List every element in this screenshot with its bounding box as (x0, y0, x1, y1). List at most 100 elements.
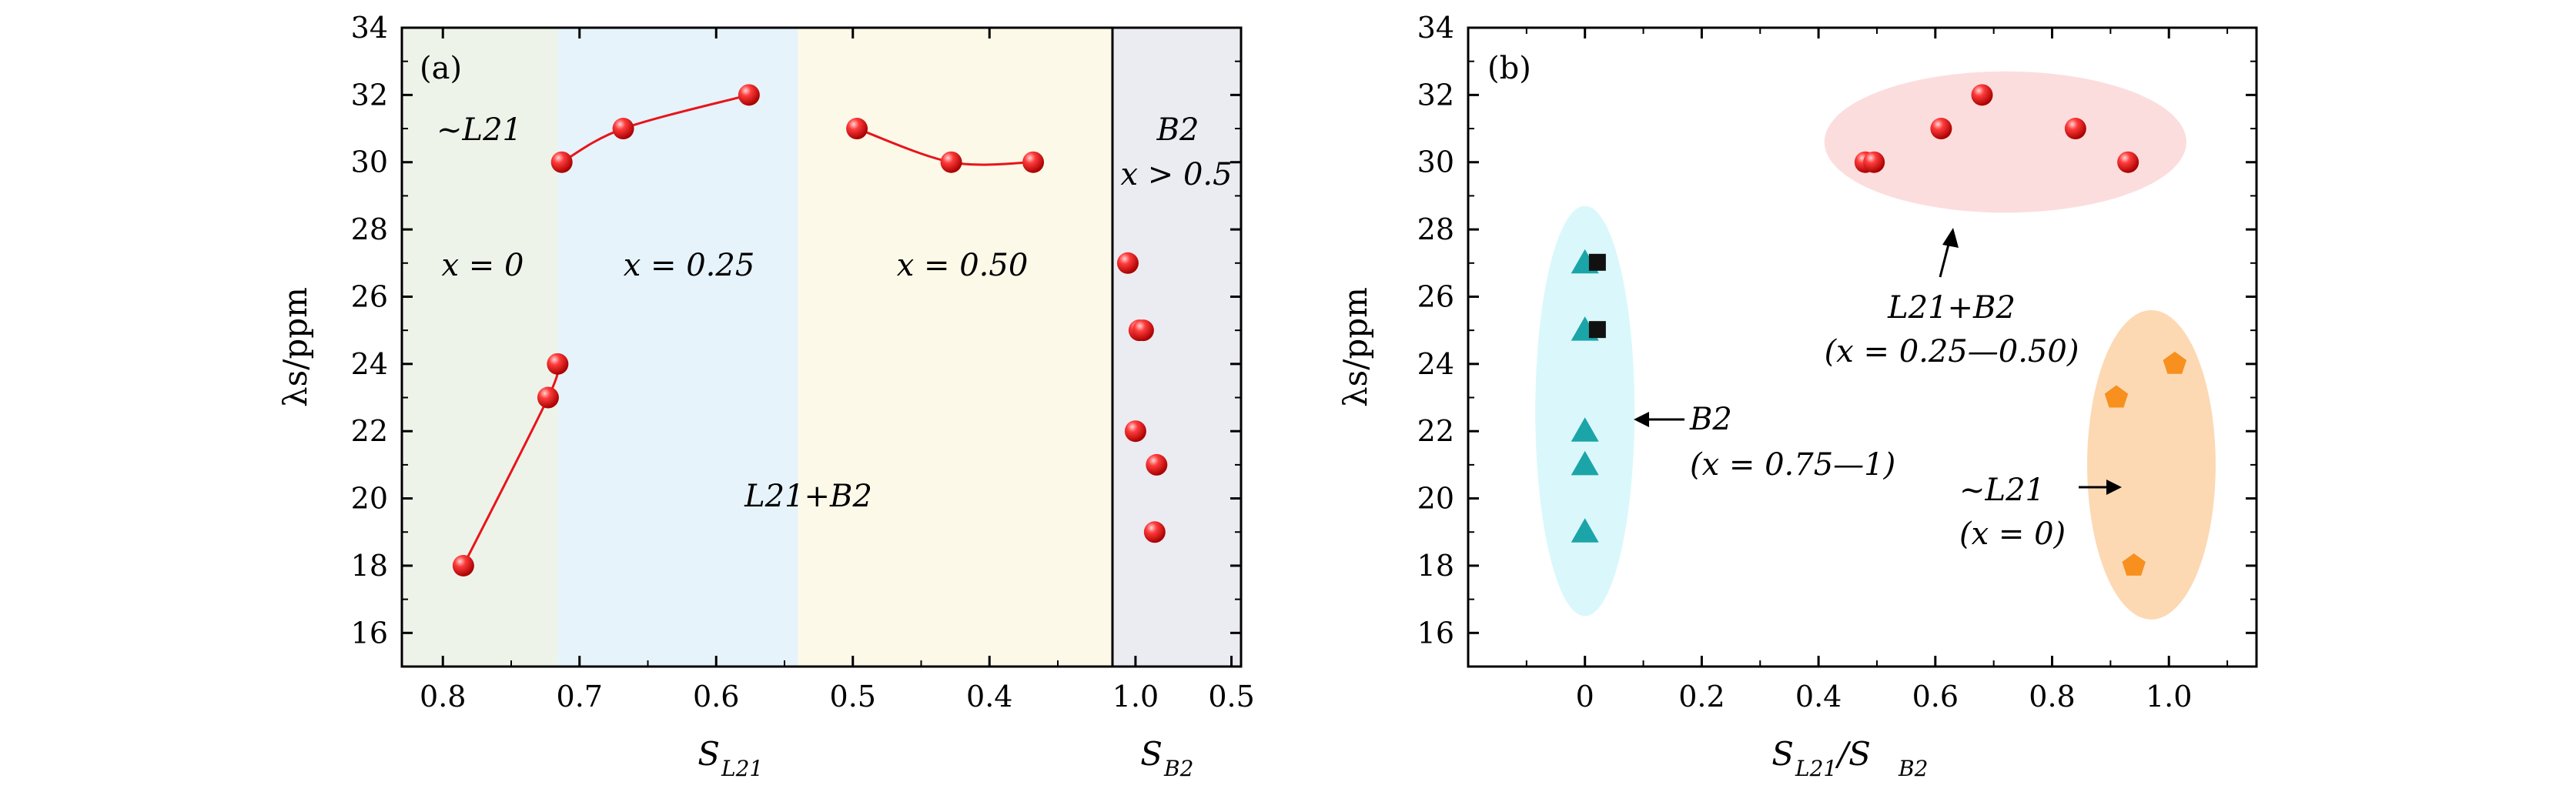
point-b-triangle-4 (1571, 518, 1599, 543)
point-b-circle-3 (1971, 84, 1993, 106)
point-a-2-0 (846, 118, 868, 140)
xlabel-left-sub: L21 (721, 756, 763, 781)
panel-a-points (452, 84, 1168, 576)
ytick-label-b: 24 (1417, 347, 1454, 381)
panel-a-xlabel-right: S B2 (1140, 735, 1193, 781)
group-ellipse-1 (1535, 206, 1635, 617)
region-label-b2: B2 (1156, 112, 1199, 148)
arrow-b2-head (1634, 412, 1649, 427)
region-label-x0: x = 0 (442, 248, 524, 283)
ytick-label-b: 32 (1417, 78, 1454, 112)
group-ellipse-0 (1824, 71, 2186, 213)
ytick-label-a: 26 (351, 279, 388, 313)
ytick-label-a: 18 (351, 549, 388, 583)
xtick-label-a-left: 0.6 (693, 680, 739, 713)
region-bg-0 (402, 28, 558, 667)
arrow-mixed-head (1942, 228, 1959, 248)
ytick-label-b: 22 (1417, 414, 1454, 448)
ytick-label-b: 34 (1417, 11, 1454, 45)
point-a-0-1 (537, 386, 559, 409)
region-bg-3 (1112, 28, 1241, 667)
xtick-label-b: 0.6 (1912, 680, 1959, 713)
xlabel-right-sub: B2 (1163, 756, 1193, 781)
ytick-label-b: 26 (1417, 279, 1454, 313)
arrow-l21-head (2106, 480, 2122, 495)
region-label-x025: x = 0.25 (624, 248, 755, 283)
panel-b-label: (b) (1487, 51, 1531, 86)
xtick-label-b: 0 (1576, 680, 1594, 713)
point-a-3-3 (1116, 252, 1139, 274)
xlabel-left-main: S (698, 735, 720, 773)
panel-a: 16 18 20 22 24 26 28 30 32 34 0.8 0.7 0.6 0.5 0.4 1.0 0.… (276, 11, 1255, 781)
ytick-label-a: 32 (351, 78, 388, 112)
region-label-x050: x = 0.50 (897, 248, 1029, 283)
xtick-label-a-left: 0.5 (830, 680, 876, 713)
xtick-label-a-left: 0.4 (966, 680, 1012, 713)
panel-b-group-ellipses (1535, 71, 2216, 620)
xlabel-b-tail: /S (1835, 735, 1871, 773)
panel-a-label: (a) (420, 51, 462, 86)
xlabel-b-sub2: B2 (1898, 756, 1928, 781)
point-b-circle-1 (1863, 151, 1885, 173)
xlabel-b-main: S (1771, 735, 1794, 773)
panel-b-frame (1467, 26, 2258, 668)
group-label-l21: ~L21 (1959, 473, 2045, 508)
panel-b-ylabel: λs/ppm (1337, 287, 1374, 407)
ytick-label-a: 28 (351, 212, 388, 246)
group-sublabel-l21: (x = 0) (1959, 516, 2066, 552)
point-b-triangle-2 (1571, 417, 1599, 442)
group-label-mixed: L21+B2 (1887, 290, 2016, 326)
point-a-1-2 (738, 84, 760, 106)
point-b-pentagon-1 (2163, 351, 2187, 374)
group-sublabel-mixed: (x = 0.25—0.50) (1825, 334, 2079, 369)
region-sublabel-b2: x > 0.5 (1120, 157, 1232, 192)
point-a-1-0 (550, 151, 573, 173)
xtick-label-b: 0.4 (1795, 680, 1842, 713)
panel-b-ticks: 16 18 20 22 24 26 28 30 32 34 0 0.2 0.4 0.6 0.8 1.0 (1417, 11, 2257, 713)
point-a-3-4 (1146, 453, 1168, 476)
xtick-label-b: 0.2 (1678, 680, 1725, 713)
panel-a-phase-label: ~L21 (437, 112, 522, 148)
mixed-phase-label: L21+B2 (744, 479, 872, 514)
point-b-circle-4 (2064, 118, 2086, 140)
panel-b-xlabel: S L21 /S B2 (1771, 735, 1928, 781)
point-b-pentagon-2 (2122, 553, 2146, 576)
xtick-label-a-right: 0.5 (1208, 680, 1254, 713)
point-a-2-1 (940, 151, 962, 173)
region-bg-1 (557, 28, 798, 667)
xtick-label-b: 1.0 (2146, 680, 2192, 713)
point-b-circle-5 (2117, 151, 2139, 173)
xlabel-b-sub: L21 (1795, 756, 1837, 781)
point-a-3-5 (1143, 521, 1166, 543)
xtick-label-a-right: 1.0 (1112, 680, 1159, 713)
point-b-square-0 (1588, 253, 1606, 271)
region-bg-2 (798, 28, 1112, 667)
xtick-label-b: 0.8 (2029, 680, 2075, 713)
point-b-pentagon-0 (2104, 385, 2129, 408)
ytick-label-a: 22 (351, 414, 388, 448)
ytick-label-b: 30 (1417, 145, 1454, 179)
panel-a-ticks: 16 18 20 22 24 26 28 30 32 34 0.8 0.7 0.6 0.5 0.4 1.0 0.… (351, 11, 1255, 713)
panel-b-points (1571, 84, 2187, 576)
panel-a-xlabel-left: S L21 (698, 735, 763, 781)
xlabel-right-main: S (1140, 735, 1163, 773)
ytick-label-a: 20 (351, 482, 388, 516)
point-a-0-0 (452, 554, 474, 576)
ytick-label-a: 24 (351, 347, 388, 381)
ytick-label-b: 16 (1417, 616, 1454, 650)
group-label-b2: B2 (1689, 402, 1732, 437)
ytick-label-a: 30 (351, 145, 388, 179)
point-a-3-0 (1124, 420, 1146, 443)
ytick-label-b: 18 (1417, 549, 1454, 583)
point-a-0-2 (547, 353, 569, 375)
panel-a-frame (400, 26, 1243, 668)
group-sublabel-b2: (x = 0.75—1) (1690, 447, 1895, 483)
point-b-triangle-3 (1571, 450, 1599, 476)
point-b-circle-2 (1930, 118, 1952, 140)
panel-a-ylabel: λs/ppm (276, 287, 314, 407)
xtick-label-a-left: 0.7 (557, 680, 603, 713)
group-ellipse-2 (2087, 309, 2216, 620)
point-b-square-1 (1588, 321, 1606, 339)
